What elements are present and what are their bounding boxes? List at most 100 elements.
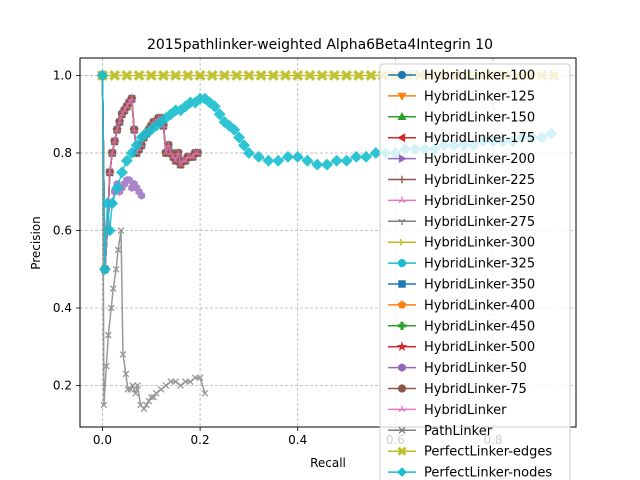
- data-point: [316, 69, 328, 81]
- data-point: [262, 154, 275, 167]
- data-point: [123, 105, 128, 109]
- data-point: [196, 374, 204, 382]
- data-point: [228, 123, 241, 136]
- data-point: [140, 405, 148, 413]
- data-point: [304, 69, 316, 81]
- legend-label: HybridLinker-100: [424, 69, 535, 84]
- data-point: [119, 121, 123, 125]
- data-point: [206, 69, 218, 81]
- data-point: [242, 147, 255, 159]
- data-point: [120, 154, 133, 167]
- plot-frame: [79, 57, 577, 428]
- legend-label: HybridLinker-225: [424, 173, 535, 188]
- data-point: [112, 265, 120, 273]
- data-point: [133, 129, 138, 133]
- data-point: [116, 166, 128, 179]
- data-point: [108, 152, 113, 156]
- data-point: [192, 156, 197, 160]
- legend-marker: [399, 241, 403, 246]
- data-point: [145, 397, 153, 405]
- legend-label: HybridLinker-500: [424, 340, 535, 355]
- data-point: [128, 98, 133, 102]
- legend-label: HybridLinker-450: [424, 319, 535, 334]
- legend-marker: [397, 321, 407, 330]
- data-point: [119, 351, 127, 358]
- data-point: [130, 139, 143, 152]
- data-point: [129, 382, 137, 389]
- chart-title: 2015pathlinker-weighted Alpha6Beta4Integ…: [147, 37, 493, 53]
- data-point: [125, 147, 138, 159]
- legend-marker: [397, 467, 407, 477]
- legend-marker: [397, 384, 407, 393]
- legend-item: HybridLinker-400: [388, 298, 535, 313]
- data-point: [137, 401, 144, 409]
- data-point: [111, 181, 124, 194]
- legend-item: PerfectLinker-edges: [388, 445, 552, 460]
- data-point: [203, 96, 216, 109]
- data-point: [103, 362, 110, 370]
- data-point: [128, 102, 133, 105]
- legend-label: HybridLinker-50: [424, 361, 527, 376]
- data-point: [186, 378, 194, 385]
- legend-marker: [397, 70, 407, 80]
- data-point: [114, 246, 122, 254]
- legend-label: HybridLinker-325: [424, 257, 535, 272]
- data-point: [100, 401, 108, 409]
- legend-marker: [398, 199, 403, 203]
- legend-label: HybridLinker-125: [424, 89, 535, 104]
- y-tick-label: 0.4: [53, 301, 72, 315]
- data-point: [167, 152, 172, 156]
- legend-label: HybridLinker-75: [424, 382, 527, 397]
- y-axis-label: Precision: [29, 216, 43, 270]
- x-tick-label: 0.2: [191, 433, 210, 447]
- data-point: [191, 374, 199, 382]
- data-point: [117, 227, 125, 234]
- legend-label: HybridLinker-275: [424, 215, 535, 230]
- legend-item: PerfectLinker-nodes: [388, 466, 552, 480]
- legend-marker: [397, 446, 407, 456]
- data-point: [219, 69, 230, 81]
- data-point: [267, 69, 279, 81]
- legend-item: HybridLinker-150: [388, 110, 535, 125]
- data-point: [180, 164, 185, 167]
- legend-label: PerfectLinker-nodes: [424, 466, 552, 480]
- data-point: [133, 69, 145, 81]
- data-point: [194, 69, 206, 81]
- data-point: [170, 69, 182, 81]
- legend-item: HybridLinker-350: [388, 278, 535, 293]
- legend-item: HybridLinker-325: [388, 257, 535, 272]
- data-point: [291, 150, 304, 163]
- legend-marker: [397, 112, 407, 120]
- data-point: [185, 160, 189, 164]
- data-point: [145, 69, 157, 81]
- data-point: [280, 69, 291, 81]
- legend-item: HybridLinker-175: [388, 131, 535, 146]
- data-point: [116, 129, 121, 133]
- data-point: [238, 139, 250, 152]
- data-point: [103, 224, 116, 237]
- data-point: [150, 121, 155, 125]
- data-point: [98, 263, 111, 276]
- data-point: [125, 102, 130, 105]
- data-point: [223, 119, 236, 132]
- data-point: [182, 378, 189, 385]
- legend-box: [379, 63, 571, 480]
- legend-label: HybridLinker-350: [424, 278, 535, 293]
- legend-label: HybridLinker-175: [424, 131, 535, 146]
- series-layer: [96, 69, 560, 413]
- legend-label: HybridLinker-150: [424, 110, 535, 125]
- legend-item: HybridLinker-100: [388, 69, 535, 84]
- data-point: [182, 69, 194, 81]
- data-point: [167, 378, 175, 385]
- legend-label: HybridLinker-400: [424, 298, 535, 313]
- data-point: [132, 389, 139, 397]
- legend-item: HybridLinker-225: [388, 173, 535, 188]
- data-point: [96, 69, 109, 82]
- data-point: [107, 304, 115, 312]
- data-point: [201, 389, 209, 397]
- data-point: [213, 108, 226, 121]
- data-point: [350, 150, 363, 163]
- data-point: [163, 125, 167, 129]
- legend-label: HybridLinker-250: [424, 194, 535, 209]
